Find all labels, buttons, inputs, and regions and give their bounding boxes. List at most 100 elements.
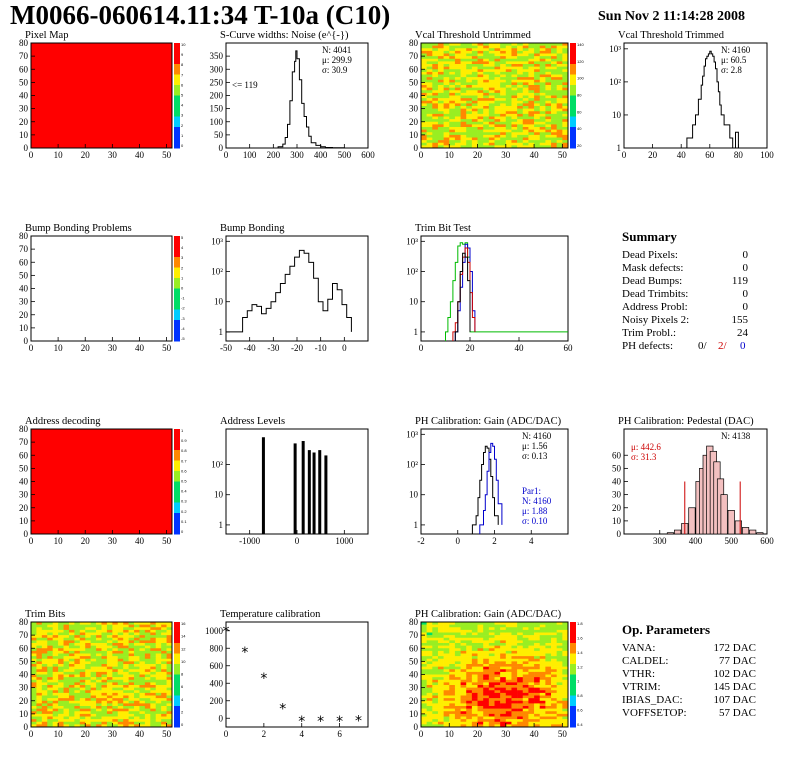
heatmap-cell: [426, 113, 433, 117]
heatmap-cell: [63, 643, 70, 646]
heatmap-cell: [106, 708, 113, 712]
heatmap-cell: [437, 648, 444, 652]
heatmap-cell: [562, 108, 569, 112]
heatmap-cell: [144, 716, 151, 720]
heatmap-cell: [449, 640, 456, 644]
heatmap-cell: [471, 713, 478, 717]
heatmap-cell: [96, 627, 102, 631]
heatmap-cell: [155, 666, 162, 670]
heatmap-cell: [471, 98, 478, 102]
heatmap-cell: [454, 85, 461, 88]
x-tick-label: 0: [622, 150, 627, 160]
heatmap-cell: [112, 692, 119, 696]
heatmap-cell: [534, 653, 541, 657]
heatmap-cell: [421, 111, 427, 115]
heatmap-cell: [426, 677, 433, 681]
heatmap-cell: [477, 145, 484, 149]
heatmap-cell: [437, 85, 444, 88]
heatmap-cell: [556, 700, 563, 704]
x-tick-label: 50: [162, 536, 172, 546]
heatmap-cell: [471, 687, 478, 691]
heatmap-cell: [528, 71, 535, 75]
heatmap-cell: [74, 664, 81, 667]
heatmap-cell: [443, 713, 450, 717]
colorbar-tick-label: 10: [181, 659, 186, 664]
heatmap-cell: [74, 692, 81, 696]
heatmap-cell: [483, 69, 490, 73]
heatmap-cell: [31, 711, 37, 715]
heatmap-cell: [117, 661, 124, 665]
x-tick-label: 40: [530, 150, 540, 160]
heatmap-cell: [79, 708, 86, 712]
heatmap-cell: [477, 124, 484, 128]
heatmap-cell: [517, 682, 524, 686]
heatmap-cell: [63, 637, 70, 641]
heatmap-cell: [500, 111, 507, 115]
x-tick-label: -10: [315, 343, 327, 353]
colorbar-tick-label: 0: [181, 286, 184, 291]
heatmap-cell: [63, 724, 70, 728]
heatmap-cell: [58, 637, 64, 641]
heatmap-cell: [437, 724, 444, 728]
heatmap-cell: [500, 103, 507, 107]
heatmap-cell: [545, 679, 552, 683]
heatmap-cell: [511, 692, 518, 696]
heatmap-cell: [494, 671, 501, 675]
heatmap-cell: [460, 119, 467, 123]
heatmap-cell: [47, 624, 53, 628]
heatmap-cell: [443, 640, 450, 644]
heatmap-cell: [139, 650, 146, 654]
stat2-line: N: 4160: [522, 496, 552, 506]
heatmap-cell: [139, 724, 146, 728]
heatmap-cell: [494, 666, 501, 670]
heatmap-cell: [488, 716, 495, 720]
heatmap-cell: [117, 690, 124, 694]
heatmap-cell: [128, 719, 135, 723]
heatmap-cell: [421, 724, 427, 728]
heatmap-cell: [139, 703, 146, 707]
heatmap-cell: [31, 695, 37, 699]
y-tick-label: 60: [409, 643, 419, 653]
heatmap-cell: [539, 677, 546, 681]
heatmap-cell: [63, 708, 70, 712]
heatmap-cell: [96, 650, 102, 654]
heatmap-cell: [460, 703, 467, 707]
heatmap-cell: [161, 622, 167, 625]
heatmap-cell: [443, 656, 450, 660]
heatmap-cell: [454, 45, 461, 49]
heatmap-cell: [437, 140, 444, 144]
heatmap-cell: [528, 692, 535, 696]
heatmap-cell: [432, 116, 439, 120]
stat-line: μ: 1.56: [522, 441, 548, 451]
heatmap-cell: [443, 664, 450, 667]
chart-address_decoding: Address decoding10.90.80.70.60.50.40.30.…: [19, 416, 187, 546]
heatmap-cell: [466, 698, 473, 702]
heatmap-cell: [432, 637, 439, 641]
heatmap-cell: [123, 711, 129, 715]
heatmap-cell: [31, 622, 37, 625]
heatmap-cell: [466, 679, 473, 683]
heatmap-cell: [517, 690, 524, 694]
heatmap-cell: [471, 103, 478, 107]
heatmap-cell: [161, 674, 167, 678]
x-tick-label: 0: [419, 150, 424, 160]
colorbar-tick-label: -1: [181, 296, 185, 301]
heatmap-cell: [511, 711, 518, 715]
colorbar-tick-label: 0.2: [181, 509, 187, 514]
heatmap-cell: [443, 124, 450, 128]
heatmap-cell: [432, 629, 439, 633]
heatmap-cell: [68, 724, 75, 728]
heatmap-cell: [528, 124, 535, 128]
heatmap-cell: [488, 664, 495, 667]
heatmap-cell: [517, 127, 524, 130]
heatmap-cell: [144, 682, 151, 686]
heatmap-cell: [556, 71, 563, 75]
colorbar-step: [174, 116, 180, 128]
heatmap-cell: [128, 658, 135, 662]
heatmap-cell: [443, 643, 450, 646]
heatmap-cell: [437, 637, 444, 641]
heatmap-cell: [483, 74, 490, 78]
heatmap-cell: [466, 622, 473, 625]
heatmap-cell: [443, 56, 450, 60]
heatmap-cell: [528, 698, 535, 702]
